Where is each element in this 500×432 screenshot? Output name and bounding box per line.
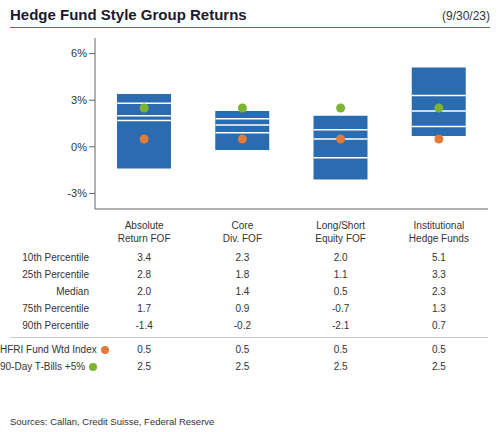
html-text:2.3: 2.3 (235, 252, 250, 263)
html-text:2.8: 2.8 (137, 269, 152, 280)
html-text:Core Div. FOF: Core Div. FOF (222, 220, 262, 244)
html-text:(9/30/23): (9/30/23) (442, 9, 490, 23)
html-text:5.1: 5.1 (431, 252, 446, 263)
html-text:0.5: 0.5 (137, 344, 152, 355)
html-text:Median: Median (56, 286, 89, 297)
svg-text:-3%: -3% (67, 187, 87, 199)
html-text:0.5: 0.5 (333, 344, 348, 355)
svg-text:0%: 0% (71, 141, 87, 153)
html-text:0.5: 0.5 (235, 344, 250, 355)
html-text:2.5: 2.5 (137, 361, 152, 372)
svg-text:6%: 6% (71, 47, 87, 59)
html-text:0.7: 0.7 (431, 320, 446, 331)
html-text:0.9: 0.9 (235, 303, 250, 314)
html-text:0.5: 0.5 (333, 286, 348, 297)
html-text:3.4: 3.4 (137, 252, 152, 263)
html-text:1.8: 1.8 (235, 269, 250, 280)
html-text:0.5: 0.5 (431, 344, 446, 355)
html-text:1.7: 1.7 (137, 303, 152, 314)
html-text:3.3: 3.3 (431, 269, 446, 280)
html-text:2.0: 2.0 (137, 286, 152, 297)
html-text:2.5: 2.5 (235, 361, 250, 372)
svg-text:3%: 3% (71, 94, 87, 106)
html-text:75th Percentile: 75th Percentile (22, 303, 89, 314)
html-text:-0.7: -0.7 (332, 303, 350, 314)
html-text:2.5: 2.5 (431, 361, 446, 372)
html-text:2.3: 2.3 (431, 286, 446, 297)
html-text:-0.2: -0.2 (233, 320, 251, 331)
html-text:1.3: 1.3 (431, 303, 446, 314)
html-text:1.4: 1.4 (235, 286, 250, 297)
html-text:-2.1: -2.1 (332, 320, 350, 331)
html-text:90th Percentile: 90th Percentile (22, 320, 89, 331)
html-text:2.0: 2.0 (333, 252, 348, 263)
html-text:90-Day T-Bills +5%: 90-Day T-Bills +5% (0, 361, 86, 372)
html-text:Absolute Return FOF: Absolute Return FOF (117, 220, 171, 244)
html-text:10th Percentile: 10th Percentile (22, 252, 89, 263)
html-text:-1.4: -1.4 (135, 320, 153, 331)
html-text:Long/Short Equity FOF: Long/Short Equity FOF (315, 220, 366, 244)
html-text:2.5: 2.5 (333, 361, 348, 372)
html-text:25th Percentile: 25th Percentile (22, 269, 89, 280)
html-text:HFRI Fund Wtd Index: HFRI Fund Wtd Index (0, 344, 97, 355)
html-text:Hedge Fund Style Group Returns: Hedge Fund Style Group Returns (10, 6, 247, 23)
html-text:1.1: 1.1 (333, 269, 348, 280)
html-text:Sources: Callan, Credit Suisse: Sources: Callan, Credit Suisse, Federal … (10, 416, 215, 427)
html-text:Institutional Hedge Funds: Institutional Hedge Funds (408, 220, 469, 244)
